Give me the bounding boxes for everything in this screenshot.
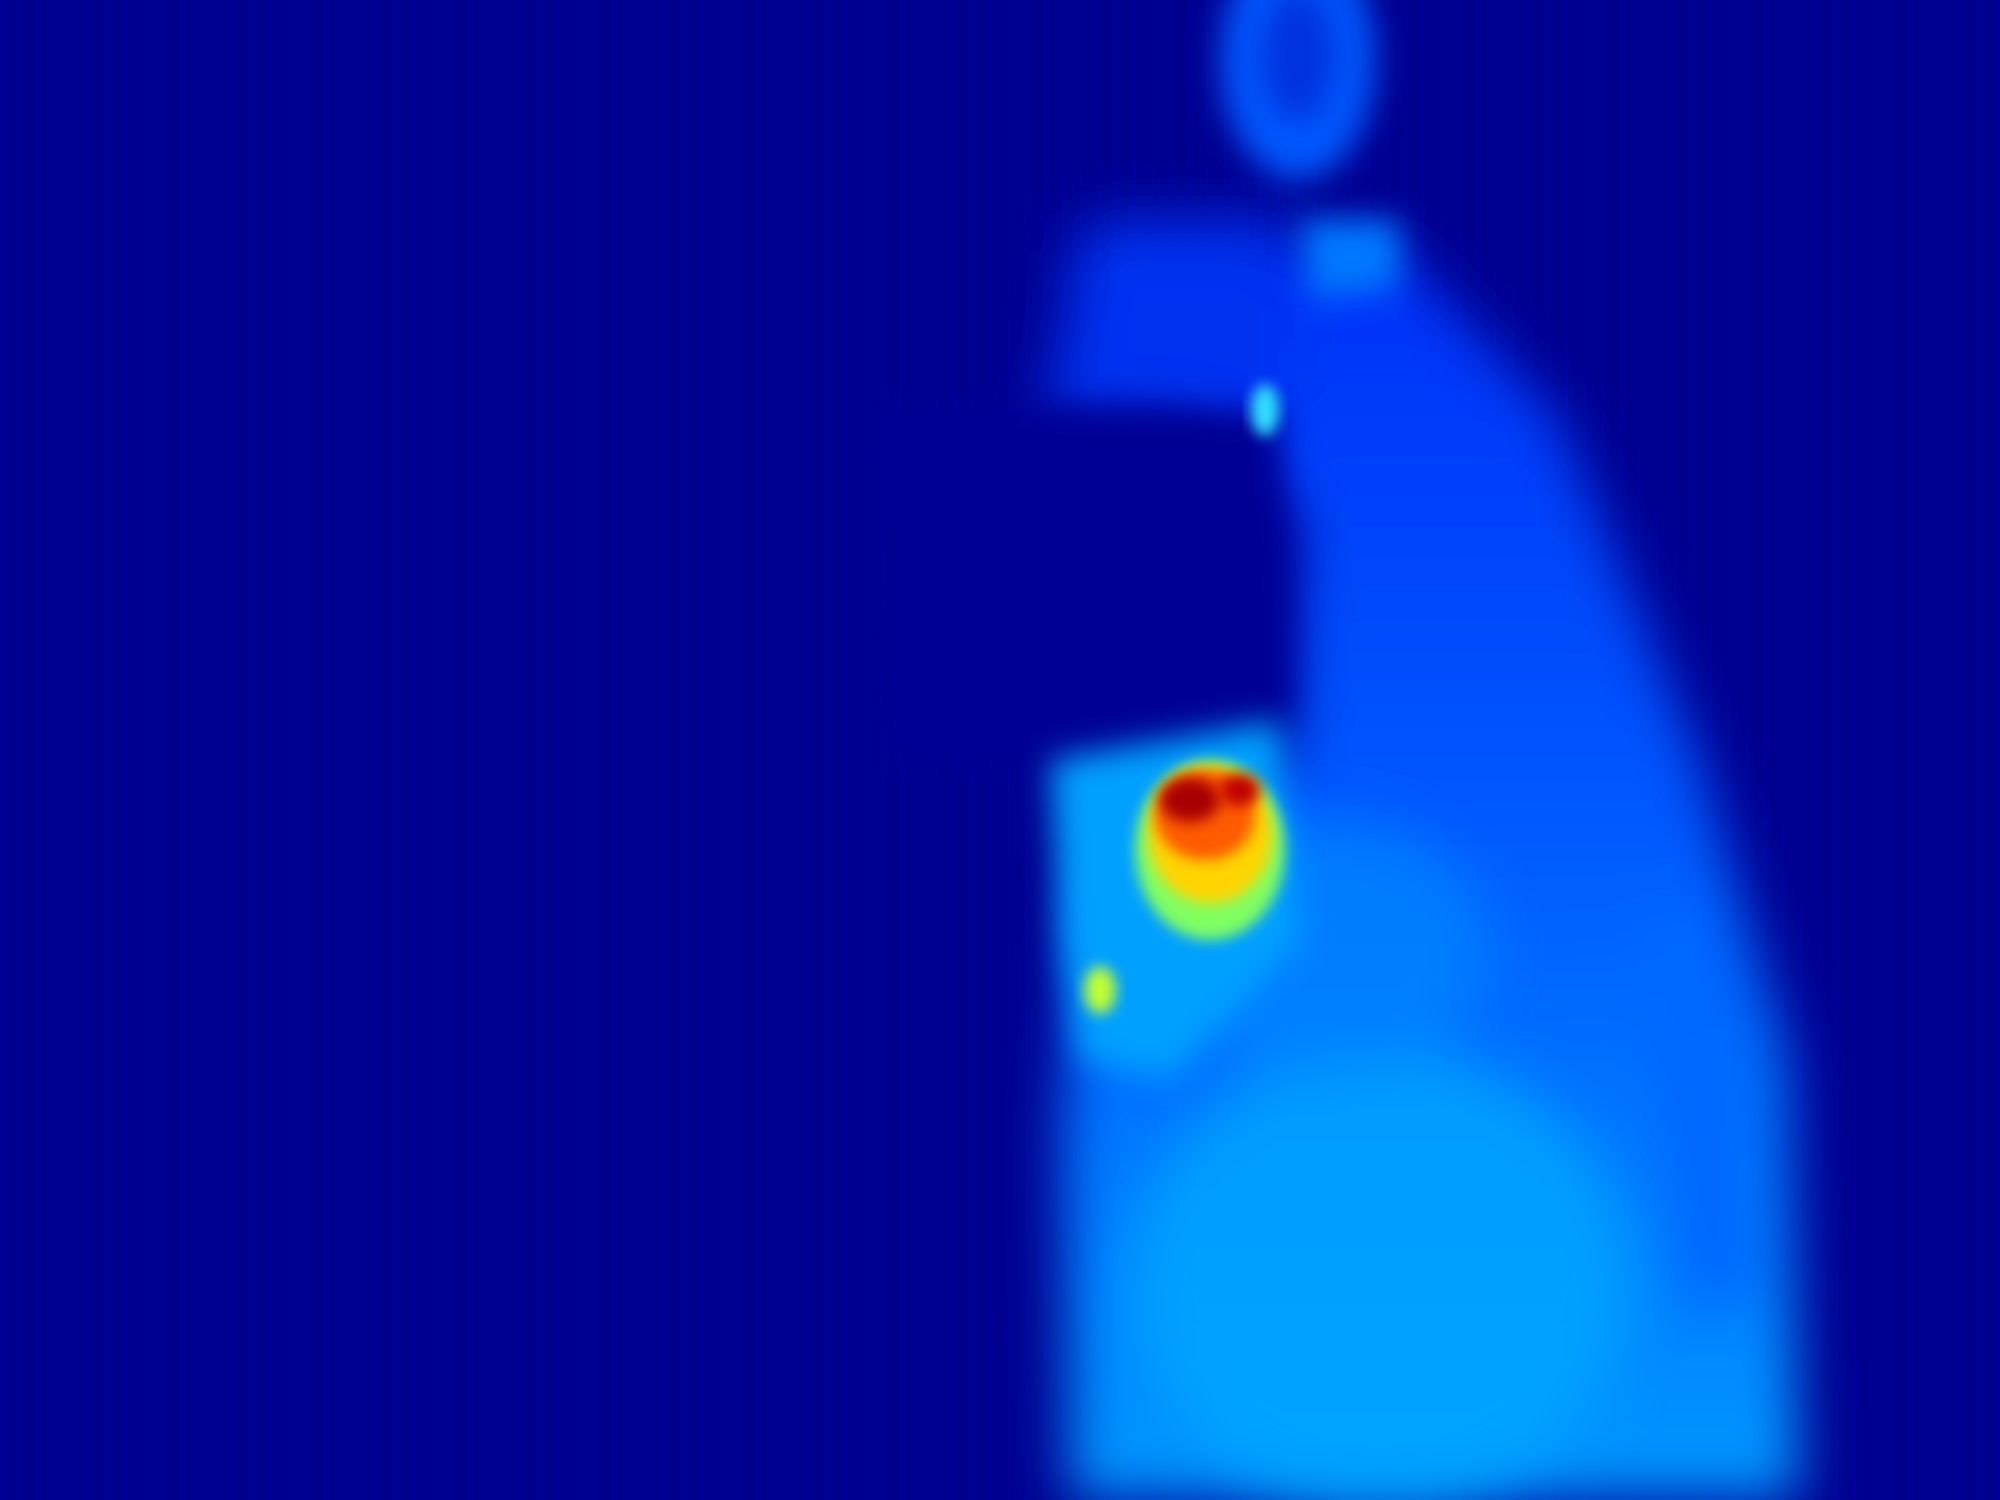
neck-hotspot (1251, 384, 1279, 436)
head (1220, 0, 1400, 300)
hand-hotspot (1050, 720, 1300, 1080)
held-object (880, 410, 1290, 760)
